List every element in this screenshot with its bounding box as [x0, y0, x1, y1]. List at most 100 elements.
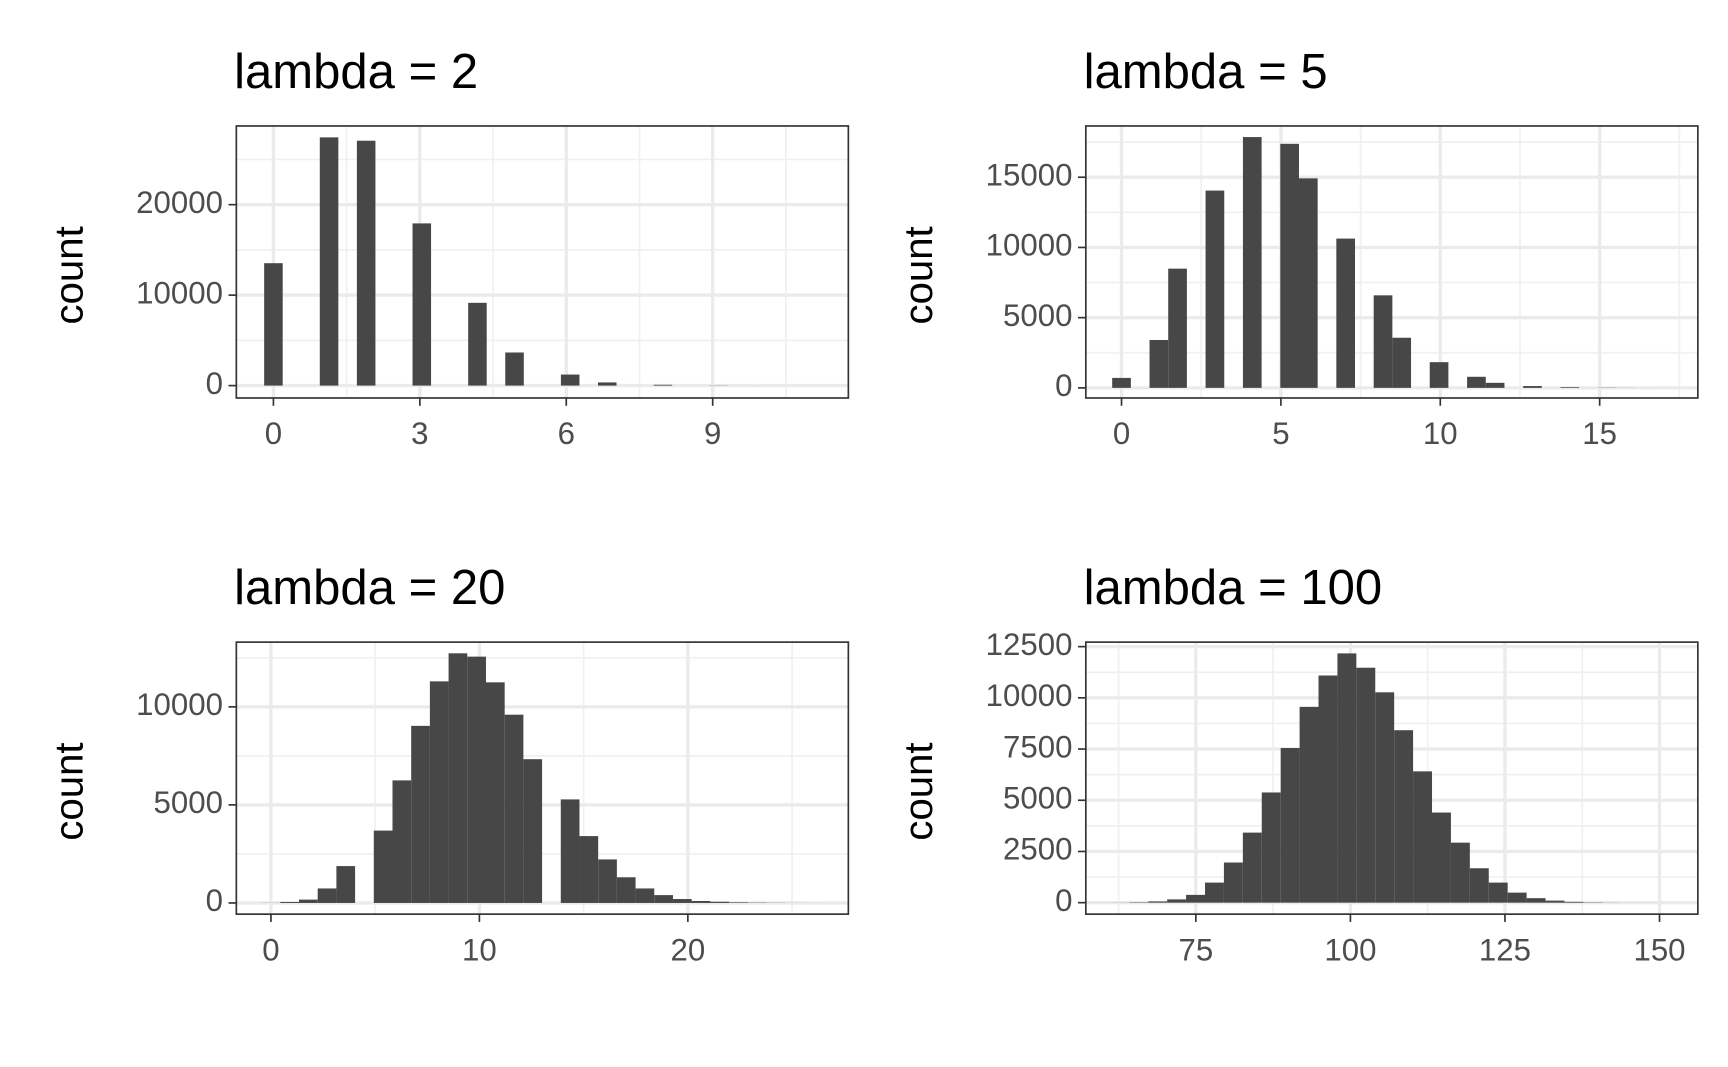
- bar: [317, 888, 337, 903]
- bar: [1450, 842, 1470, 903]
- bar: [1336, 238, 1356, 388]
- y-axis-label: count: [896, 226, 941, 324]
- y-tick-label: 0: [1055, 368, 1072, 403]
- x-tick-label: 75: [1178, 932, 1213, 967]
- y-tick-label: 2500: [1003, 832, 1072, 867]
- bar: [1149, 339, 1169, 388]
- y-tick-label: 0: [206, 366, 223, 401]
- panel-title: lambda = 2: [234, 45, 478, 99]
- y-tick-label: 5000: [1003, 781, 1072, 816]
- panel: lambda = 100 count 0 2500 5000 7500 10000 12500…: [896, 561, 1699, 967]
- x-tick-label: 3: [411, 416, 428, 451]
- bar: [1223, 862, 1243, 903]
- bar: [298, 899, 318, 903]
- bar: [654, 895, 673, 903]
- x-tick-label: 15: [1582, 416, 1617, 451]
- bar: [356, 140, 376, 386]
- bar: [1564, 901, 1584, 903]
- bar: [448, 653, 468, 903]
- x-tick-label: 150: [1633, 932, 1685, 967]
- bar: [1560, 387, 1580, 388]
- bar: [264, 263, 283, 386]
- bar: [1242, 832, 1262, 903]
- bar: [504, 714, 524, 903]
- bar: [1413, 771, 1433, 903]
- x-tick-label: 0: [262, 932, 279, 967]
- bar: [1469, 868, 1489, 903]
- bar: [1205, 190, 1225, 388]
- bar: [373, 830, 393, 903]
- bar: [319, 137, 339, 386]
- y-tick-label: 5000: [154, 785, 223, 820]
- bar: [1375, 692, 1395, 903]
- bar: [1485, 382, 1505, 388]
- y-tick-label: 20000: [136, 185, 223, 220]
- bar: [468, 302, 487, 386]
- bar: [1507, 892, 1527, 903]
- panel-border: [235, 125, 850, 399]
- y-tick-label: 10000: [136, 275, 223, 310]
- y-axis-label: count: [896, 742, 941, 840]
- bar: [1186, 894, 1206, 903]
- bar: [1392, 337, 1412, 388]
- bar: [411, 725, 430, 903]
- bar: [1148, 901, 1168, 903]
- x-tick-label: 20: [670, 932, 705, 967]
- y-tick-label: 7500: [1003, 729, 1072, 764]
- bar: [597, 382, 617, 386]
- panel: lambda = 2 count 0 10000 20000 0 3 6 9: [46, 45, 850, 451]
- y-tick-label: 0: [206, 883, 223, 918]
- bar: [1488, 882, 1508, 903]
- y-tick-label: 0: [1055, 883, 1072, 918]
- panel: lambda = 20 count 0 5000 10000 0 10 20: [46, 561, 850, 967]
- x-tick-label: 5: [1272, 416, 1289, 451]
- bar: [1280, 748, 1300, 903]
- bar: [1280, 143, 1299, 388]
- bar: [691, 900, 711, 903]
- bar: [1545, 900, 1565, 903]
- bar: [635, 888, 655, 903]
- y-axis-label: count: [46, 742, 91, 840]
- bar: [710, 901, 730, 903]
- x-tick-label: 0: [265, 416, 282, 451]
- x-tick-label: 0: [1113, 416, 1130, 451]
- x-tick-label: 10: [462, 932, 497, 967]
- bar: [616, 877, 636, 903]
- bar: [1467, 376, 1486, 388]
- bar: [485, 682, 505, 903]
- panel-border: [1084, 641, 1699, 915]
- panel: lambda = 5 count 0 5000 10000 15000 0 5 10 15: [896, 45, 1699, 451]
- x-tick-label: 125: [1479, 932, 1531, 967]
- y-tick-label: 15000: [986, 157, 1073, 192]
- bar: [560, 374, 580, 386]
- bar: [1429, 362, 1449, 388]
- bar: [672, 899, 692, 903]
- x-tick-label: 6: [558, 416, 575, 451]
- bar: [523, 759, 543, 903]
- bar: [1298, 178, 1318, 388]
- bar: [392, 780, 412, 903]
- panel-title: lambda = 5: [1084, 45, 1328, 99]
- bar: [412, 223, 432, 386]
- y-tick-label: 12500: [986, 627, 1073, 662]
- x-tick-label: 100: [1324, 932, 1376, 967]
- bar: [1205, 882, 1224, 903]
- bar: [1394, 730, 1414, 903]
- bar: [1432, 812, 1451, 903]
- panel-border: [1084, 125, 1699, 399]
- x-tick-label: 10: [1423, 416, 1458, 451]
- x-tick-label: 9: [704, 416, 721, 451]
- bar: [1242, 137, 1262, 388]
- bar: [1373, 295, 1393, 388]
- bar: [598, 859, 617, 903]
- panel-title: lambda = 100: [1084, 561, 1383, 615]
- bar: [1261, 792, 1281, 903]
- bar: [1299, 706, 1319, 903]
- bar: [280, 901, 299, 903]
- bar: [336, 866, 356, 903]
- bar: [1318, 675, 1338, 903]
- y-tick-label: 10000: [136, 687, 223, 722]
- bar: [467, 656, 486, 903]
- panel-border: [235, 641, 850, 915]
- bar: [1523, 386, 1542, 388]
